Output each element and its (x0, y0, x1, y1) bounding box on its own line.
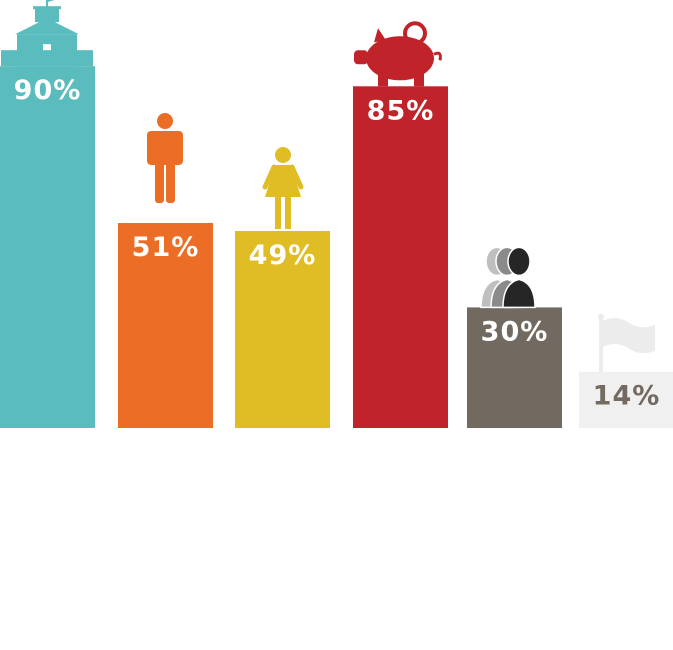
bar-value-label-3: 49% (249, 240, 317, 271)
piggy-bank-icon (354, 21, 442, 87)
man-icon (147, 112, 183, 203)
bar-value-label-6: 14% (593, 381, 661, 412)
bar-6 (579, 371, 673, 428)
bar-value-label-2: 51% (132, 232, 200, 263)
bar-value-label-4: 85% (367, 95, 435, 126)
group-silhouettes-icon (480, 246, 536, 309)
woman-icon (262, 147, 304, 230)
bar-1 (0, 66, 95, 428)
bar-3 (235, 231, 330, 428)
bar-4 (353, 86, 448, 429)
bar-value-label-5: 30% (481, 316, 549, 347)
bar-value-label-1: 90% (14, 75, 82, 106)
school-building-icon (1, 0, 93, 67)
flag-icon (598, 313, 655, 372)
bar-5 (467, 307, 562, 428)
bar-2 (118, 222, 213, 428)
